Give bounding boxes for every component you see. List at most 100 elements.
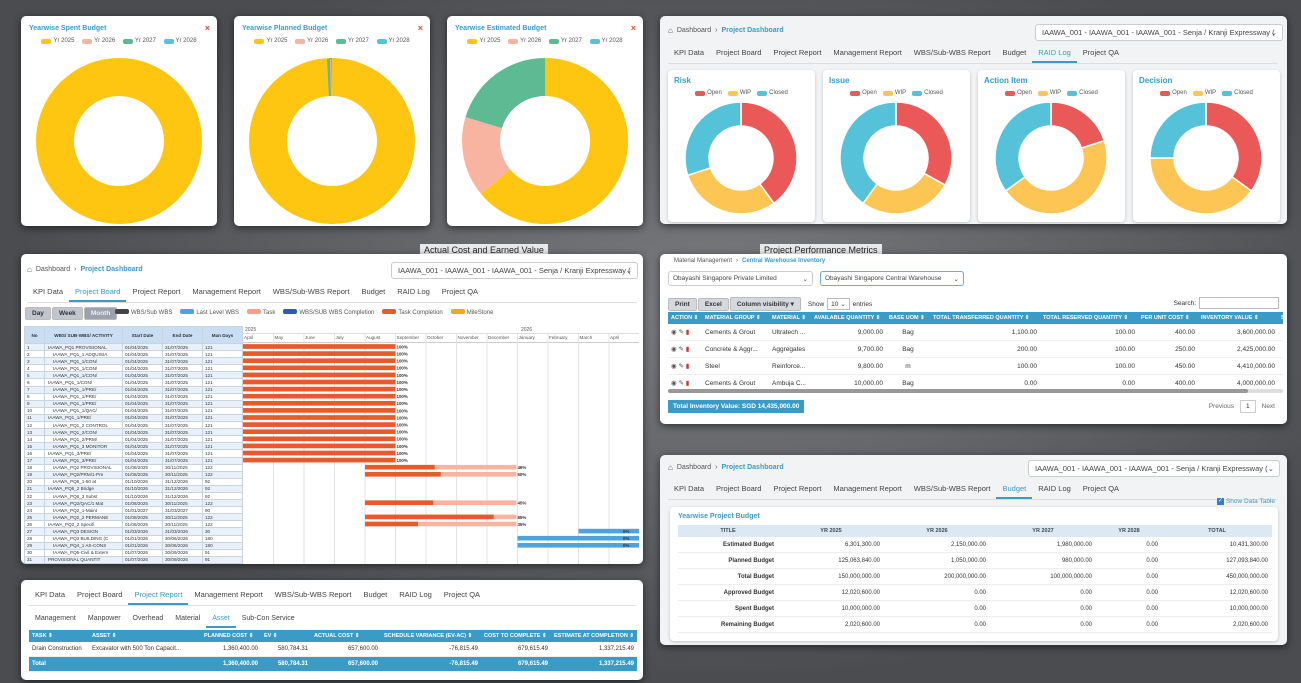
gantt-row[interactable]: 26 IAAWA_PQ2_2 Specifi 01/08/2025 30/11/202… (24, 520, 242, 529)
gantt-row[interactable]: 11 IAAWA_PQ1_1/PRE/01/04/2025 31/07/2025 12… (24, 413, 242, 423)
gantt-row[interactable]: 7 IAAWA_PQ1_1/PRE/01/04/2025 31/07/2025 121 (24, 385, 242, 394)
excel-button[interactable]: Excel (697, 297, 729, 311)
inventory-column-header[interactable]: TOTAL TRANSFERRED QUANTITY ⇕ (930, 312, 1040, 324)
tab-project-board[interactable]: Project Board (716, 484, 762, 493)
gantt-row[interactable]: 19 IAAWA_PQ2/PRM/1-Pre 01/08/2025 30/11/202… (24, 470, 242, 479)
gantt-row[interactable]: 16 IAAWA_PQ1_3/PRE/01/04/2025 31/07/2025 12… (24, 449, 242, 458)
report-column-header[interactable]: PLANNED COST ⇕ (201, 630, 261, 642)
close-icon[interactable]: × (630, 23, 636, 33)
company-select[interactable]: Obayashi Singapore Private Limited ⌄ (668, 271, 813, 286)
tab-budget[interactable]: Budget (363, 590, 388, 599)
gantt-row[interactable]: 30 IAAWA_PQ5-Civil & Extern 01/07/2026 30/0… (24, 548, 242, 557)
edit-icon[interactable]: ✎ (676, 363, 684, 370)
report-column-header[interactable]: SCHEDULE VARIANCE (EV-AC) ⇕ (381, 630, 481, 642)
view-icon[interactable]: ◉ (671, 363, 677, 370)
delete-icon[interactable]: ▮ (683, 329, 690, 336)
close-icon[interactable]: × (417, 23, 423, 33)
inventory-column-header[interactable]: SAF ⇕ (1278, 312, 1283, 324)
gantt-row[interactable]: 2 IAAWA_PQ1_1 ADQUISIA 01/04/2025 31/07/202… (24, 350, 242, 359)
gantt-row[interactable]: 3 IAAWA_PQ1_1/CON/01/04/2025 31/07/2025 121 (24, 357, 242, 366)
next-page-button[interactable]: Next (1261, 403, 1275, 410)
gantt-row[interactable]: 31 PROVISIONAL QUANTIT 01/07/2026 30/09/202… (24, 555, 242, 564)
subtab-subcon-service[interactable]: Sub-Con Service (241, 615, 295, 622)
view-icon[interactable]: ◉ (671, 380, 677, 387)
tab-management-report[interactable]: Management Report (833, 48, 902, 57)
edit-icon[interactable]: ✎ (676, 329, 684, 336)
inventory-column-header[interactable]: PER UNIT COST ⇕ (1138, 312, 1198, 324)
inventory-column-header[interactable]: AVAILABLE QUANTITY ⇕ (811, 312, 886, 324)
column-visibility-button[interactable]: Column visibility ▾ (729, 297, 801, 311)
tab-management-report[interactable]: Management Report (192, 287, 261, 296)
subtab-material[interactable]: Material (175, 615, 201, 622)
tab-wbs-report[interactable]: WBS/Sub-WBS Report (913, 484, 991, 493)
close-icon[interactable]: × (204, 23, 210, 33)
gantt-row[interactable]: 18 IAAWA_PQ2 PROVISIONAL 01/08/2025 30/11/2… (24, 463, 242, 472)
tab-kpi-data[interactable]: KPI Data (674, 48, 705, 57)
gantt-row[interactable]: 25 IAAWA_PQ2_2 PERMANE 01/08/2025 30/11/202… (24, 513, 242, 522)
gantt-row[interactable]: 13 IAAWA_PQ1_2/CON/01/04/2025 31/07/2025 12… (24, 428, 242, 437)
subtab-manpower[interactable]: Manpower (87, 615, 121, 622)
inventory-column-header[interactable]: MATERIAL ⇕ (769, 312, 811, 324)
gantt-row[interactable]: 9 IAAWA_PQ1_1/PRE/01/04/2025 31/07/2025 121 (24, 399, 242, 408)
gantt-row[interactable]: 14 IAAWA_PQ1_2/PRM/01/04/2025 31/07/2025 12… (24, 435, 242, 444)
tab-project-qa[interactable]: Project QA (441, 287, 479, 296)
gantt-row[interactable]: 8 IAAWA_PQ1_1/PRE/01/04/2025 31/07/2025 121 (24, 392, 242, 401)
project-select[interactable]: IAAWA_001 - IAAWA_001 - IAAWA_001 - Senj… (391, 262, 638, 279)
tab-budget[interactable]: Budget (361, 287, 386, 296)
warehouse-select[interactable]: Obayashi Singapore Central Warehouse ⌄ (820, 271, 964, 286)
tab-wbs-report[interactable]: WBS/Sub-WBS Report (913, 48, 991, 57)
subtab-overhead[interactable]: Overhead (132, 615, 164, 622)
page-1-button[interactable]: 1 (1240, 400, 1256, 413)
delete-icon[interactable]: ▮ (683, 346, 690, 353)
inventory-column-header[interactable]: MATERIAL GROUP ⇕ (702, 312, 769, 324)
tab-budget[interactable]: Budget (996, 480, 1033, 499)
tab-project-report[interactable]: Project Report (128, 586, 189, 605)
horizontal-scrollbar[interactable] (668, 389, 1283, 393)
gantt-row[interactable]: 15 IAAWA_PQ1_3 MONITOR 01/04/2025 31/07/202… (24, 442, 242, 451)
tab-kpi-data[interactable]: KPI Data (33, 287, 64, 296)
week-view-button[interactable]: Week (51, 307, 83, 320)
gantt-row[interactable]: 17 IAAWA_PQ1_3/PRE/01/04/2025 31/07/2025 12… (24, 456, 242, 465)
edit-icon[interactable]: ✎ (676, 346, 684, 353)
report-column-header[interactable]: ASSET ⇕ (89, 630, 201, 642)
entries-select[interactable]: 10 ⌄ (827, 298, 850, 310)
search-input[interactable] (1199, 297, 1279, 309)
tab-project-report[interactable]: Project Report (132, 287, 181, 296)
gantt-row[interactable]: 10 IAAWA_PQ1_1/QAC/01/04/2025 31/07/2025 12… (24, 406, 242, 415)
subtab-asset[interactable]: Asset (206, 611, 236, 628)
report-column-header[interactable]: COST TO COMPLETE ⇕ (481, 630, 551, 642)
month-view-button[interactable]: Month (83, 307, 118, 320)
tab-management-report[interactable]: Management Report (833, 484, 902, 493)
inventory-column-header[interactable]: BASE UOM ⇕ (886, 312, 930, 324)
tab-wbs-report[interactable]: WBS/Sub-WBS Report (274, 590, 352, 599)
tab-raid-log[interactable]: RAID Log (1032, 44, 1077, 63)
inventory-column-header[interactable]: INVENTORY VALUE ⇕ (1198, 312, 1278, 324)
report-column-header[interactable]: EV ⇕ (261, 630, 311, 642)
tab-budget[interactable]: Budget (1002, 48, 1027, 57)
tab-project-report[interactable]: Project Report (773, 48, 822, 57)
project-select[interactable]: IAAWA_001 - IAAWA_001 - IAAWA_001 - Senj… (1035, 24, 1283, 41)
tab-project-report[interactable]: Project Report (773, 484, 822, 493)
gantt-row[interactable]: 23 IAAWA_PQ2/QAC/1 Mat 01/08/2025 30/11/202… (24, 499, 242, 508)
show-data-table-toggle[interactable]: ✓ Show Data Table (1216, 498, 1275, 505)
report-column-header[interactable]: TASK ⇕ (29, 630, 89, 642)
inventory-column-header[interactable]: TOTAL RESERVED QUANTITY ⇕ (1040, 312, 1138, 324)
tab-wbs-report[interactable]: WBS/Sub-WBS Report (272, 287, 350, 296)
gantt-row[interactable]: 28 IAAWA_PQ3 BUILDING (C 01/01/2026 30/06/2… (24, 534, 242, 543)
gantt-row[interactable]: 27 IAAWA_PQ3 DESIGN 01/03/2026 31/03/2026 30 (24, 527, 242, 536)
gantt-row[interactable]: 20 IAAWA_PQ6_1-50 at 01/10/2026 31/12/2026 9… (24, 477, 242, 486)
print-button[interactable]: Print (668, 297, 697, 311)
gantt-row[interactable]: 1 IAAWA_PQ1 PROVISIONAL 01/04/2025 31/07/20… (24, 342, 242, 352)
view-icon[interactable]: ◉ (671, 329, 677, 336)
tab-raid-log[interactable]: RAID Log (397, 287, 430, 296)
gantt-row[interactable]: 24 IAAWA_PQ2_1-Maint 01/01/2027 31/03/2027 9… (24, 506, 242, 515)
gantt-row[interactable]: 4 IAAWA_PQ1_1/CON/01/04/2025 31/07/2025 121 (24, 364, 242, 373)
gantt-row[interactable]: 22 IAAWA_PQ6_3 Subst 01/10/2026 31/12/2026 9… (24, 491, 242, 501)
tab-management-report[interactable]: Management Report (194, 590, 263, 599)
tab-project-board[interactable]: Project Board (69, 283, 127, 302)
day-view-button[interactable]: Day (25, 307, 51, 320)
tab-project-board[interactable]: Project Board (77, 590, 123, 599)
gantt-row[interactable]: 12 IAAWA_PQ1_2 CONTROL 01/04/2025 31/07/202… (24, 421, 242, 430)
tab-raid-log[interactable]: RAID Log (399, 590, 432, 599)
tab-kpi-data[interactable]: KPI Data (35, 590, 66, 599)
